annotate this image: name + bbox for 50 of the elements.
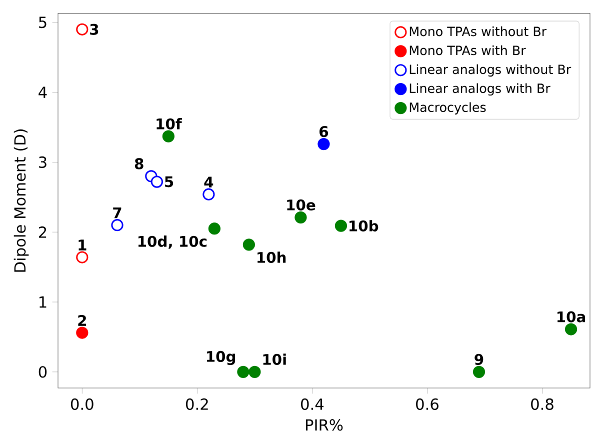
point <box>76 326 88 339</box>
annotation: 1 <box>78 240 86 250</box>
y-tick-label: 2 <box>38 226 46 238</box>
annotation: 10e <box>287 199 316 210</box>
y-tick-label: 4 <box>38 86 47 98</box>
annotation: 3 <box>90 24 98 35</box>
y-tick-label: 3 <box>39 156 46 168</box>
point <box>472 366 486 378</box>
annotation: 5 <box>164 176 174 188</box>
annotation: 9 <box>474 354 484 365</box>
annotation: 10h <box>258 252 286 263</box>
point <box>248 366 261 378</box>
legend-label: Mono TPAs with Br <box>410 45 526 56</box>
point <box>202 188 215 200</box>
point <box>208 222 221 235</box>
annotation: 10f <box>156 118 182 130</box>
point <box>237 366 250 378</box>
point <box>162 130 174 142</box>
y-tick-label: 0 <box>38 366 47 378</box>
point <box>76 23 88 36</box>
annotation: 10i <box>263 354 286 365</box>
point <box>294 211 307 224</box>
y-tick-label: 1 <box>40 296 46 308</box>
y-tick-label: 5 <box>39 16 46 28</box>
annotation: 6 <box>320 126 328 138</box>
annotation: 7 <box>113 208 122 218</box>
point <box>318 138 330 150</box>
x-axis-title: PIR% <box>306 419 343 431</box>
legend-label: Linear analogs with Br <box>410 83 550 96</box>
point <box>111 219 124 232</box>
x-tick-label: 0.8 <box>531 398 554 410</box>
point <box>334 220 348 232</box>
point <box>76 251 88 264</box>
point <box>242 238 256 251</box>
annotation: 10g <box>207 350 236 365</box>
legend-label: Mono TPAs without Br <box>410 26 547 36</box>
y-axis-title: Dipole Moment (D) <box>14 129 29 272</box>
annotation: 8 <box>134 158 144 170</box>
annotation: 4 <box>204 176 214 188</box>
legend-label: Linear analogs without Br <box>410 64 572 77</box>
x-tick-label: 0.6 <box>416 398 438 410</box>
x-tick-label: 0.0 <box>70 398 94 410</box>
annotation: 10a <box>558 311 586 322</box>
annotation: 10b <box>350 220 378 232</box>
x-tick-label: 0.2 <box>186 398 208 410</box>
point <box>150 176 163 188</box>
annotation: 10d, 10c <box>138 236 207 249</box>
annotation: 2 <box>78 314 86 326</box>
legend-label: Macrocycles <box>410 102 486 114</box>
x-tick-label: 0.4 <box>301 398 324 410</box>
